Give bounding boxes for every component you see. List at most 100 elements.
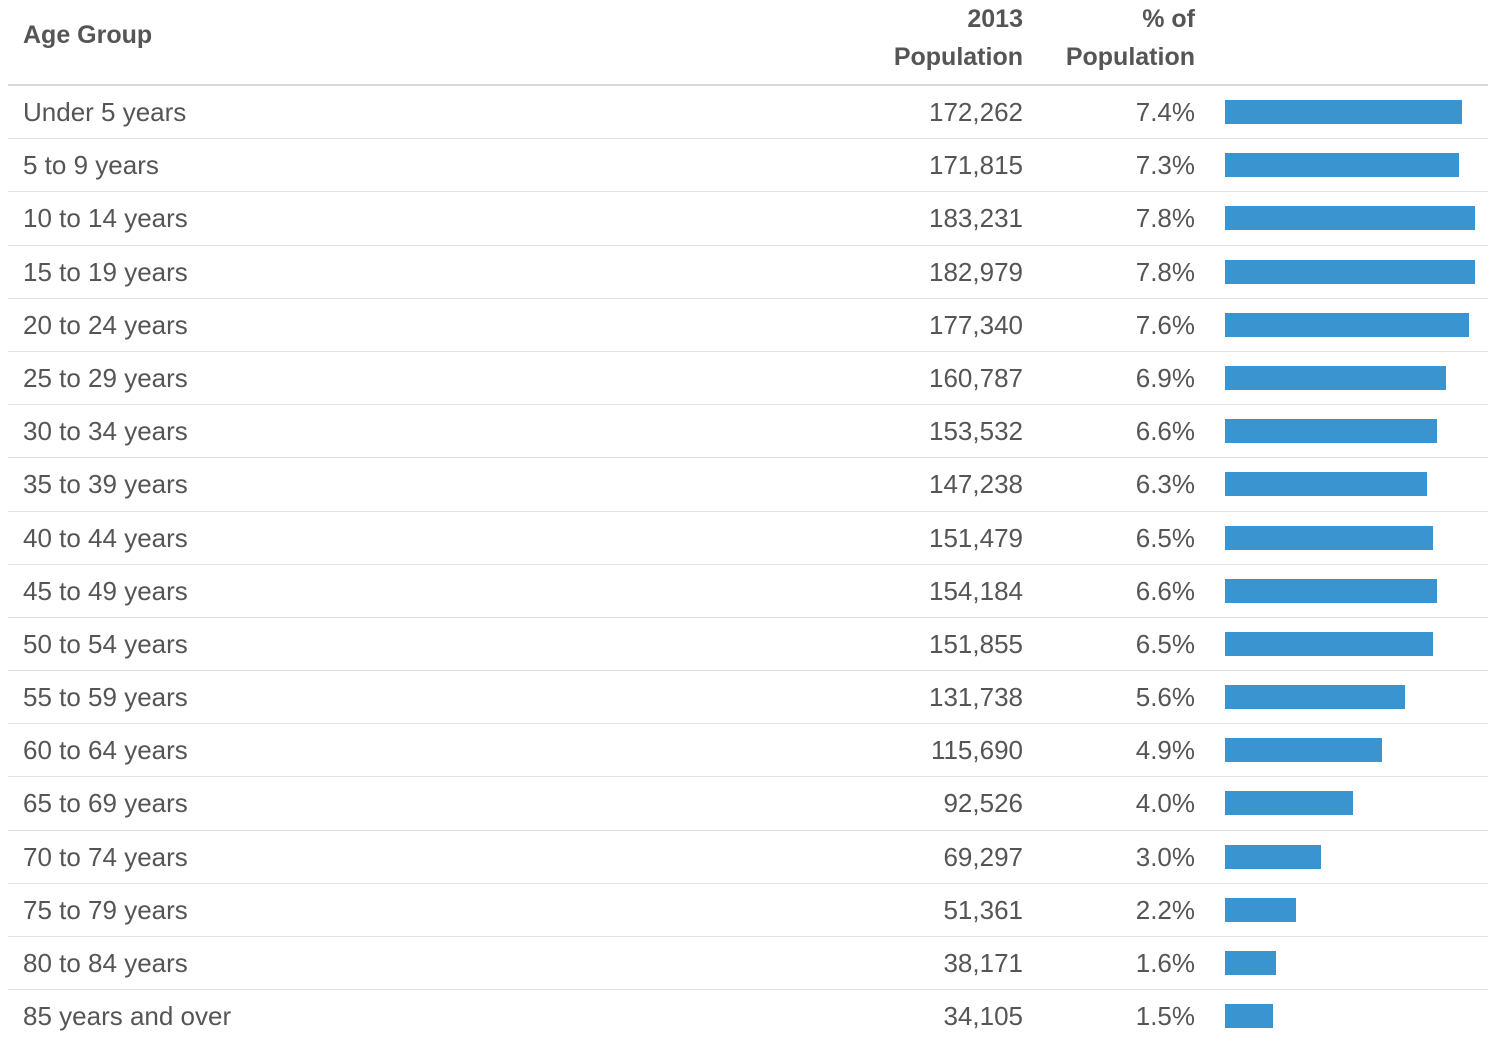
percent-bar-track [1225,631,1475,656]
percent-bar [1225,525,1434,550]
population-cell: 131,738 [929,682,1023,713]
header-age-group: Age Group [23,16,152,54]
percent-cell: 1.6% [1135,948,1195,978]
percent-bar [1225,791,1354,816]
population-cell: 34,105 [943,1001,1023,1032]
percent-bar [1225,259,1475,284]
population-cell: 182,979 [929,256,1023,287]
percent-cell: 6.3% [1135,469,1195,500]
table-row: 10 to 14 years 183,231 7.8% [8,192,1488,246]
age-group-cell: 30 to 34 years [23,416,188,447]
age-group-cell: 50 to 54 years [23,628,188,659]
percent-bar [1225,153,1459,178]
population-cell: 151,855 [929,628,1023,659]
percent-cell: 7.6% [1135,309,1195,340]
table-row: 25 to 29 years 160,787 6.9% [8,352,1488,406]
age-group-cell: 40 to 44 years [23,522,188,553]
percent-cell: 6.6% [1135,416,1195,447]
age-group-cell: 60 to 64 years [23,735,188,766]
population-cell: 92,526 [943,788,1023,819]
age-group-cell: 75 to 79 years [23,894,188,925]
percent-bar-track [1225,206,1475,231]
table-row: 20 to 24 years 177,340 7.6% [8,299,1488,352]
percent-bar [1225,738,1383,763]
table-row: 85 years and over 34,105 1.5% [8,990,1488,1043]
percent-bar-track [1225,100,1475,124]
age-group-cell: 85 years and over [23,1001,232,1032]
population-cell: 177,340 [929,309,1023,340]
age-group-cell: 80 to 84 years [23,948,188,978]
population-cell: 171,815 [929,150,1023,181]
population-cell: 183,231 [929,203,1023,234]
age-group-cell: 5 to 9 years [23,150,159,181]
percent-bar-track [1225,472,1475,497]
table-body: Under 5 years 172,262 7.4% 5 to 9 years 171,… [8,86,1488,1043]
population-cell: 172,262 [929,97,1023,127]
percent-cell: 3.0% [1135,841,1195,872]
percent-bar-track [1225,844,1475,869]
percent-bar-track [1225,312,1475,337]
population-cell: 115,690 [930,735,1023,766]
population-cell: 51,361 [943,894,1023,925]
percent-bar [1225,206,1475,231]
header-pop-line2: Population [893,43,1023,71]
percent-bar [1225,100,1463,124]
percent-cell: 2.2% [1135,894,1195,925]
percent-bar [1225,951,1277,975]
table-row: 55 to 59 years 131,738 5.6% [8,671,1488,725]
table-row: 40 to 44 years 151,479 6.5% [8,512,1488,565]
table-row: 70 to 74 years 69,297 3.0% [8,831,1488,884]
table-row: 45 to 49 years 154,184 6.6% [8,565,1488,618]
age-group-cell: 55 to 59 years [23,682,188,713]
population-cell: 69,297 [943,841,1023,872]
header-percent: % of Population [1066,0,1195,76]
percent-cell: 6.9% [1135,362,1195,393]
age-group-cell: 35 to 39 years [23,469,188,500]
age-group-cell: 70 to 74 years [23,841,188,872]
population-cell: 154,184 [929,575,1023,606]
percent-bar [1225,844,1322,869]
percent-bar [1225,578,1437,603]
population-cell: 160,787 [929,362,1023,393]
percent-bar-track [1225,951,1475,975]
percent-bar [1225,365,1447,390]
age-group-cell: 15 to 19 years [23,256,188,287]
age-group-cell: Under 5 years [23,97,187,127]
percent-cell: 4.9% [1135,735,1195,766]
table-row: 75 to 79 years 51,361 2.2% [8,884,1488,937]
percent-bar [1225,631,1434,656]
percent-bar [1225,419,1437,444]
age-group-cell: 25 to 29 years [23,362,188,393]
age-group-cell: 65 to 69 years [23,788,188,819]
table-row: Under 5 years 172,262 7.4% [8,86,1488,140]
population-cell: 147,238 [929,469,1023,500]
percent-cell: 7.3% [1135,150,1195,181]
percent-bar-track [1225,153,1475,178]
table-row: 80 to 84 years 38,171 1.6% [8,937,1488,991]
table-row: 50 to 54 years 151,855 6.5% [8,618,1488,672]
percent-bar-track [1225,897,1475,922]
header-pop-line1: 2013 [967,5,1023,33]
header-population: 2013 Population [894,0,1023,76]
percent-cell: 4.0% [1135,788,1195,819]
percent-bar [1225,1004,1274,1029]
percent-bar-track [1225,365,1475,390]
header-pct-line2: Population [1065,43,1195,71]
percent-bar-track [1225,791,1475,816]
percent-cell: 6.6% [1135,575,1195,606]
percent-cell: 7.8% [1135,203,1195,234]
table-row: 35 to 39 years 147,238 6.3% [8,458,1488,512]
header-pct-line1: % of [1142,5,1195,33]
table-row: 30 to 34 years 153,532 6.6% [8,405,1488,459]
header-age-label: Age Group [23,21,153,49]
percent-cell: 6.5% [1135,628,1195,659]
percent-bar [1225,312,1469,337]
percent-bar-track [1225,419,1475,444]
age-group-cell: 45 to 49 years [23,575,188,606]
percent-bar [1225,685,1405,710]
percent-cell: 5.6% [1135,682,1195,713]
age-population-table: Age Group 2013 Population % of Populatio… [8,0,1488,1043]
percent-cell: 1.5% [1135,1001,1195,1032]
population-cell: 153,532 [929,416,1023,447]
percent-bar [1225,897,1296,922]
